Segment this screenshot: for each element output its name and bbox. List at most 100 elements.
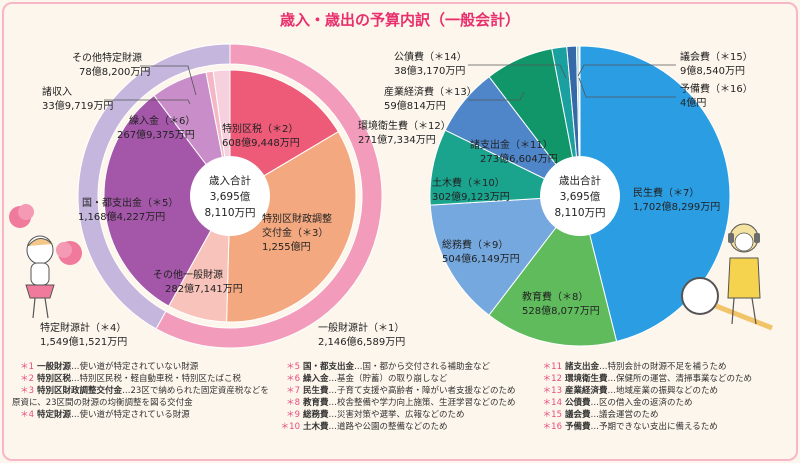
exp-ann-yobi: 予備費（＊16） [680, 82, 753, 95]
note-term: 公債費 [565, 398, 591, 408]
note-desc: …23区で納められた固定資産税などを原資に、23区間の財源の均衡調整を図る交付金 [12, 386, 269, 408]
note-mark: ＊1 [20, 362, 34, 372]
exp-label-somu: 総務費（＊9） [442, 238, 508, 251]
expenditure-center-circle [540, 156, 620, 236]
rev-ann-special-total-val: 1,549億1,521万円 [40, 335, 127, 348]
rev-label-tokubetsukuzei: 特別区税（＊2） [222, 122, 298, 135]
note-item: ＊2 特別区税…特別区民税・軽自動車税・特別区たばこ税 [12, 373, 272, 385]
note-item: ＊6 繰入金…基金（貯蓄）の取り崩しなど [278, 373, 538, 385]
note-mark: ＊16 [542, 422, 562, 432]
note-mark: ＊15 [542, 410, 562, 420]
note-term: 土木費 [303, 422, 329, 432]
note-mark: ＊13 [542, 386, 562, 396]
revenue-center-line1: 歳入合計 [209, 174, 251, 187]
note-desc: …使い道が特定されている財源 [71, 410, 190, 420]
note-term: 総務費 [303, 410, 329, 420]
note-desc: …地域産業の振興などのため [607, 386, 719, 396]
note-desc: …保健所の運営、清掃事業などのため [607, 374, 753, 384]
note-term: 特別区財政調整交付金 [37, 386, 123, 396]
note-desc: …校舎整備や学力向上施策、生涯学習などのため [328, 398, 516, 408]
note-desc: …使い道が特定されていない財源 [71, 362, 199, 372]
revenue-center-circle [190, 156, 270, 236]
rev-ann-special-total: 特定財源計（＊4） [40, 321, 126, 334]
exp-amount-somu: 504億6,149万円 [442, 252, 520, 265]
note-term: 国・都支出金 [303, 362, 355, 372]
note-mark: ＊9 [286, 410, 300, 420]
rev-amount-kokuto: 1,168億4,227万円 [78, 210, 165, 223]
exp-ann-gikai: 議会費（＊15） [680, 50, 753, 63]
note-desc: …区の借入金の返済のため [590, 398, 693, 408]
rev-label-chosei-1: 特別区財政調整 [262, 212, 332, 225]
exp-amount-kyoiku: 528億8,077万円 [522, 304, 600, 317]
note-term: 民生費 [303, 386, 329, 396]
rev-amount-kurire: 267億9,375万円 [117, 128, 195, 141]
note-item: ＊15 議会費…議会運営のため [540, 409, 795, 421]
note-mark: ＊3 [20, 386, 34, 396]
note-mark: ＊12 [542, 374, 562, 384]
note-mark: ＊6 [286, 374, 300, 384]
note-desc: …国・都から交付される補助金など [354, 362, 491, 372]
exp-ann-sangyo-val: 59億814万円 [384, 99, 446, 112]
exp-ann-kankyo-val: 271億7,334万円 [358, 133, 436, 146]
rev-ann-other-special: その他特定財源 [72, 51, 142, 64]
note-item: ＊3 特別区財政調整交付金…23区で納められた固定資産税などを原資に、23区間の財… [12, 385, 270, 409]
note-mark: ＊4 [20, 410, 34, 420]
notes-column-2: ＊5 国・都支出金…国・都から交付される補助金など ＊6 繰入金…基金（貯蓄）の取り崩… [278, 361, 538, 433]
note-term: 予備費 [565, 422, 591, 432]
note-item: ＊11 諸支出金…特別会計の財源不足を補うため [540, 361, 795, 373]
note-item: ＊16 予備費…予期できない支出に備えるため [540, 421, 795, 433]
exp-label-shoshishutsu: 諸支出金（＊11） [470, 138, 553, 151]
note-term: 特別区税 [37, 374, 72, 384]
rev-ann-shoshunyu: 諸収入 [42, 85, 72, 98]
note-desc: …議会運営のため [590, 410, 659, 420]
exp-ann-sangyo: 産業経済費（＊13） [384, 85, 477, 98]
note-desc: …道路や公園の整備などのため [328, 422, 448, 432]
exp-amount-minsei: 1,702億8,299万円 [633, 200, 720, 213]
note-item: ＊10 土木費…道路や公園の整備などのため [278, 421, 538, 433]
note-mark: ＊8 [286, 398, 300, 408]
note-mark: ＊7 [286, 386, 300, 396]
rev-amount-other-general: 282億7,141万円 [165, 282, 243, 295]
exp-ann-yobi-val: 4億円 [680, 96, 706, 109]
note-item: ＊1 一般財源…使い道が特定されていない財源 [12, 361, 272, 373]
exp-ann-gikai-val: 9億8,540万円 [680, 64, 745, 77]
rev-ann-shoshunyu-val: 33億9,719万円 [42, 99, 113, 112]
expenditure-center-line3: 8,110万円 [554, 207, 605, 219]
page-title: 歳入・歳出の予算内訳（一般会計） [279, 11, 520, 29]
expenditure-slice-2 [429, 195, 582, 316]
note-desc: …特別区民税・軽自動車税・特別区たばこ税 [71, 374, 242, 384]
rev-amount-chosei: 1,255億円 [262, 240, 311, 253]
note-item: ＊5 国・都支出金…国・都から交付される補助金など [278, 361, 538, 373]
exp-label-doboku: 土木費（＊10） [432, 176, 505, 189]
rev-label-kurire: 繰入金（＊6） [129, 114, 195, 127]
note-desc: …子育て支援や高齢者・障がい者支援などのため [328, 386, 516, 396]
revenue-slice-0 [229, 69, 340, 197]
note-desc: …特別会計の財源不足を補うため [599, 362, 727, 372]
note-term: 議会費 [565, 410, 591, 420]
rev-amount-tokubetsukuzei: 608億9,448万円 [222, 136, 300, 149]
exp-amount-shoshishutsu: 273億6,604万円 [480, 152, 558, 165]
exp-leader-lines [468, 64, 676, 101]
notes-column-3: ＊11 諸支出金…特別会計の財源不足を補うため ＊12 環境衛生費…保健所の運営、清掃… [540, 361, 795, 433]
note-item: ＊9 総務費…災害対策や選挙、広報などのため [278, 409, 538, 421]
rev-ann-general-total: 一般財源計（＊1） [318, 321, 404, 334]
note-desc: …予期できない支出に備えるため [590, 422, 718, 432]
note-item: ＊4 特定財源…使い道が特定されている財源 [12, 409, 272, 421]
exp-ann-kosai-val: 38億3,170万円 [394, 64, 465, 77]
expenditure-center-line1: 歳出合計 [559, 174, 601, 187]
exp-ann-kosai: 公債費（＊14） [394, 50, 467, 63]
note-mark: ＊14 [542, 398, 562, 408]
note-desc: …災害対策や選挙、広報などのため [328, 410, 465, 420]
rev-label-other-general: その他一般財源 [153, 268, 223, 281]
note-item: ＊8 教育費…校舎整備や学力向上施策、生涯学習などのため [278, 397, 538, 409]
note-term: 産業経済費 [565, 386, 608, 396]
note-mark: ＊5 [286, 362, 300, 372]
revenue-outer-ring [77, 43, 383, 349]
note-term: 教育費 [303, 398, 329, 408]
rev-label-chosei-2: 交付金（＊3） [262, 226, 328, 239]
rev-ann-other-special-val: 78億8,200万円 [79, 65, 150, 78]
note-item: ＊12 環境衛生費…保健所の運営、清掃事業などのため [540, 373, 795, 385]
note-mark: ＊11 [542, 362, 562, 372]
